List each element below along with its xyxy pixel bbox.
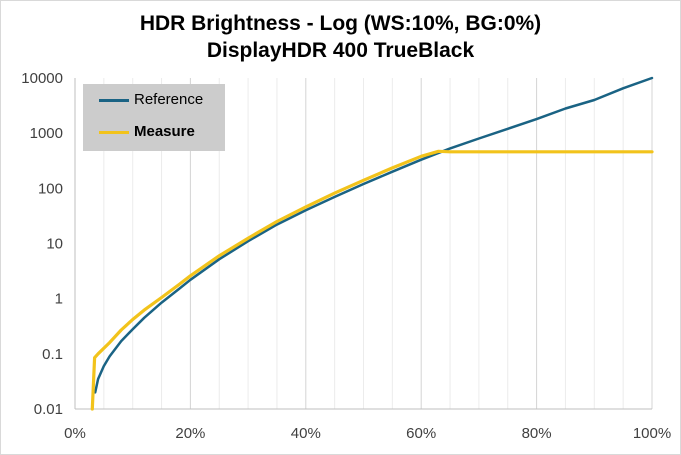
x-tick-label: 40%	[291, 425, 321, 442]
y-tick-label: 1	[55, 291, 63, 308]
chart-title: HDR Brightness - Log (WS:10%, BG:0%) Dis…	[0, 10, 681, 64]
y-tick-label: 10	[46, 236, 63, 253]
x-tick-label: 0%	[64, 425, 86, 442]
legend-swatch-reference	[99, 99, 129, 102]
x-tick-label: 60%	[406, 425, 436, 442]
y-tick-label: 1000	[30, 125, 63, 142]
legend-label-reference: Reference	[134, 91, 204, 108]
y-tick-label: 0.1	[42, 346, 63, 363]
chart-title-line2: DisplayHDR 400 TrueBlack	[206, 39, 475, 62]
legend-swatch-measure	[99, 131, 129, 134]
series-line-reference	[93, 76, 654, 394]
y-tick-label: 10000	[21, 70, 63, 87]
legend: Reference Measure	[83, 84, 225, 151]
x-tick-label: 80%	[522, 425, 552, 442]
chart-title-line1: HDR Brightness - Log (WS:10%, BG:0%)	[139, 12, 542, 35]
legend-label-measure: Measure	[134, 123, 195, 140]
y-tick-label: 0.01	[34, 401, 63, 418]
series-line-measure	[90, 149, 654, 411]
x-tick-label: 100%	[633, 425, 671, 442]
y-tick-label: 100	[38, 180, 63, 197]
x-tick-label: 20%	[175, 425, 205, 442]
